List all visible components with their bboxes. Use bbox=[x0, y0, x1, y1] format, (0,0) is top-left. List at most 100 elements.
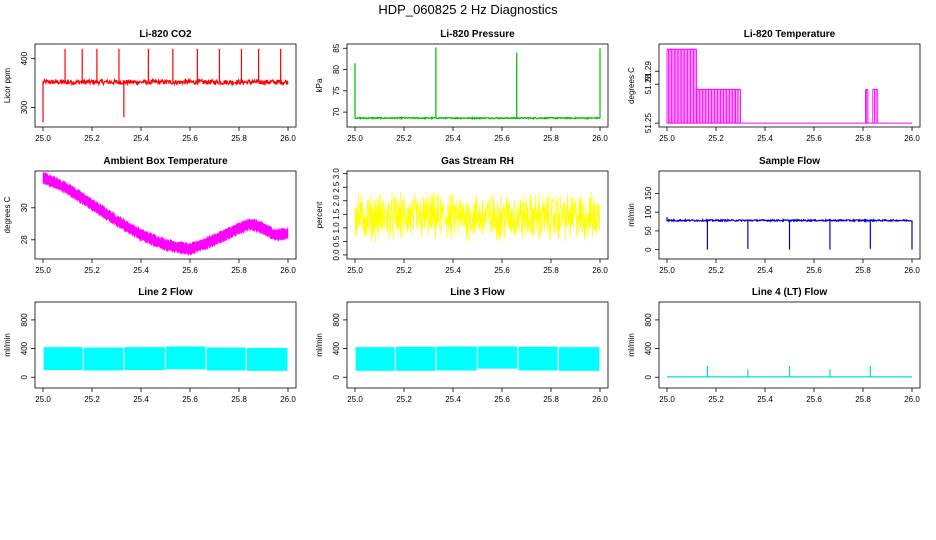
plot-area bbox=[666, 48, 912, 124]
y-tick-label: 100 bbox=[644, 205, 653, 219]
chart-panel: Sample Flow ml/min 0 50 100 150 25.0 25.2 25.4 25… bbox=[627, 156, 921, 275]
y-tick-label: 75 bbox=[332, 86, 341, 95]
x-tick-label: 25.2 bbox=[84, 266, 100, 275]
x-tick-label: 25.6 bbox=[806, 266, 822, 275]
chart-title: Li-820 Pressure bbox=[440, 29, 515, 40]
y-axis-label: percent bbox=[315, 201, 324, 228]
x-tick-label: 25.8 bbox=[231, 395, 247, 404]
x-tick-label: 25.2 bbox=[708, 395, 724, 404]
x-tick-label: 25.6 bbox=[182, 134, 198, 143]
y-axis-label: kPa bbox=[315, 78, 324, 92]
x-tick-label: 25.4 bbox=[133, 266, 149, 275]
x-tick-label: 25.4 bbox=[757, 134, 773, 143]
x-tick-label: 25.2 bbox=[396, 134, 412, 143]
x-tick-label: 25.0 bbox=[659, 395, 675, 404]
x-tick-label: 25.8 bbox=[855, 266, 871, 275]
x-tick-label: 26.0 bbox=[904, 134, 920, 143]
x-tick-label: 25.4 bbox=[445, 266, 461, 275]
data-series-line bbox=[354, 115, 601, 121]
y-tick-label: 0 bbox=[644, 247, 653, 252]
data-series-band bbox=[42, 171, 289, 257]
data-segment bbox=[355, 347, 395, 371]
plot-frame bbox=[346, 301, 609, 389]
chart-title: Line 3 Flow bbox=[450, 287, 505, 298]
y-tick-label: 0.0 bbox=[332, 249, 341, 261]
y-axis-label: degrees C bbox=[627, 67, 636, 104]
data-segment bbox=[246, 347, 288, 371]
chart-panel: Li-820 CO2 Licor ppm 300 400 25.0 25.2 25.4 25.… bbox=[3, 29, 297, 143]
data-series-line bbox=[42, 77, 289, 87]
plot-frame bbox=[34, 301, 297, 389]
x-tick-label: 25.8 bbox=[855, 395, 871, 404]
x-tick-label: 25.0 bbox=[659, 266, 675, 275]
y-tick-label: 400 bbox=[20, 341, 29, 355]
data-series-line bbox=[354, 191, 601, 244]
data-segment bbox=[558, 347, 600, 371]
x-tick-label: 25.4 bbox=[133, 134, 149, 143]
x-tick-label: 25.4 bbox=[445, 134, 461, 143]
data-segment bbox=[436, 346, 477, 371]
chart-panel: Line 3 Flow ml/min 0 400 800 25.0 25.2 25.4 25.6… bbox=[315, 287, 609, 404]
x-tick-label: 25.8 bbox=[543, 266, 559, 275]
x-tick-label: 25.4 bbox=[757, 266, 773, 275]
x-tick-label: 25.0 bbox=[35, 134, 51, 143]
chart-title: Li-820 CO2 bbox=[139, 29, 192, 40]
x-tick-label: 25.0 bbox=[347, 395, 363, 404]
y-tick-label: 800 bbox=[644, 313, 653, 327]
plot-frame bbox=[346, 43, 609, 128]
chart-title: Gas Stream RH bbox=[441, 156, 514, 167]
x-tick-label: 26.0 bbox=[904, 395, 920, 404]
plot-frame bbox=[346, 170, 609, 260]
y-axis-label: degrees C bbox=[3, 196, 12, 233]
y-tick-label: 51.25 bbox=[644, 113, 653, 134]
x-tick-label: 25.6 bbox=[806, 395, 822, 404]
x-tick-label: 25.2 bbox=[396, 395, 412, 404]
y-tick-label: 50 bbox=[644, 226, 653, 235]
y-tick-label: 300 bbox=[20, 100, 29, 114]
plot-frame bbox=[658, 170, 921, 260]
y-axis-label: ml/min bbox=[3, 333, 12, 357]
y-tick-label: 51.29 bbox=[644, 61, 653, 82]
x-tick-label: 25.0 bbox=[347, 134, 363, 143]
y-axis-label: ml/min bbox=[315, 333, 324, 357]
x-tick-label: 25.0 bbox=[35, 395, 51, 404]
x-tick-label: 26.0 bbox=[280, 266, 296, 275]
data-segment bbox=[43, 347, 83, 371]
plot-frame bbox=[658, 301, 921, 389]
x-tick-label: 26.0 bbox=[592, 134, 608, 143]
y-tick-label: 150 bbox=[644, 186, 653, 200]
x-tick-label: 25.6 bbox=[806, 134, 822, 143]
x-tick-label: 25.0 bbox=[35, 266, 51, 275]
x-tick-label: 25.6 bbox=[494, 395, 510, 404]
x-tick-label: 25.4 bbox=[133, 395, 149, 404]
chart-title: Line 2 Flow bbox=[138, 287, 193, 298]
y-tick-label: 2.0 bbox=[332, 195, 341, 207]
x-tick-label: 25.8 bbox=[231, 134, 247, 143]
plot-area bbox=[354, 191, 601, 244]
plot-area bbox=[355, 346, 600, 371]
x-tick-label: 25.6 bbox=[494, 266, 510, 275]
chart-panel: Line 2 Flow ml/min 0 400 800 25.0 25.2 25.4 25.6… bbox=[3, 287, 297, 404]
x-tick-label: 25.8 bbox=[543, 134, 559, 143]
x-tick-label: 26.0 bbox=[280, 395, 296, 404]
y-tick-label: 800 bbox=[20, 313, 29, 327]
y-tick-label: 51.28 bbox=[644, 74, 653, 95]
y-axis-label: ml/min bbox=[627, 203, 636, 227]
chart-panel: Gas Stream RH percent 0.0 0.51.0 1.52.0 2.53.… bbox=[315, 156, 609, 275]
y-tick-label: 400 bbox=[644, 341, 653, 355]
y-tick-label: 400 bbox=[332, 341, 341, 355]
y-tick-label: 1.5 bbox=[332, 208, 341, 220]
y-tick-label: 30 bbox=[20, 203, 29, 212]
chart-title: Line 4 (LT) Flow bbox=[752, 287, 828, 298]
chart-panel: Line 4 (LT) Flow ml/min 0 400 800 25.0 25.2 25.… bbox=[627, 287, 921, 404]
x-tick-label: 25.2 bbox=[708, 266, 724, 275]
y-axis-label: Licor ppm bbox=[3, 68, 12, 103]
y-tick-label: 28 bbox=[20, 235, 29, 244]
x-tick-label: 25.4 bbox=[445, 395, 461, 404]
x-tick-label: 25.2 bbox=[84, 395, 100, 404]
y-tick-label: 0 bbox=[20, 374, 29, 379]
page-title: HDP_060825 2 Hz Diagnostics bbox=[378, 2, 558, 17]
y-tick-label: 800 bbox=[332, 313, 341, 327]
y-tick-label: 0.5 bbox=[332, 235, 341, 247]
y-tick-label: 85 bbox=[332, 43, 341, 52]
